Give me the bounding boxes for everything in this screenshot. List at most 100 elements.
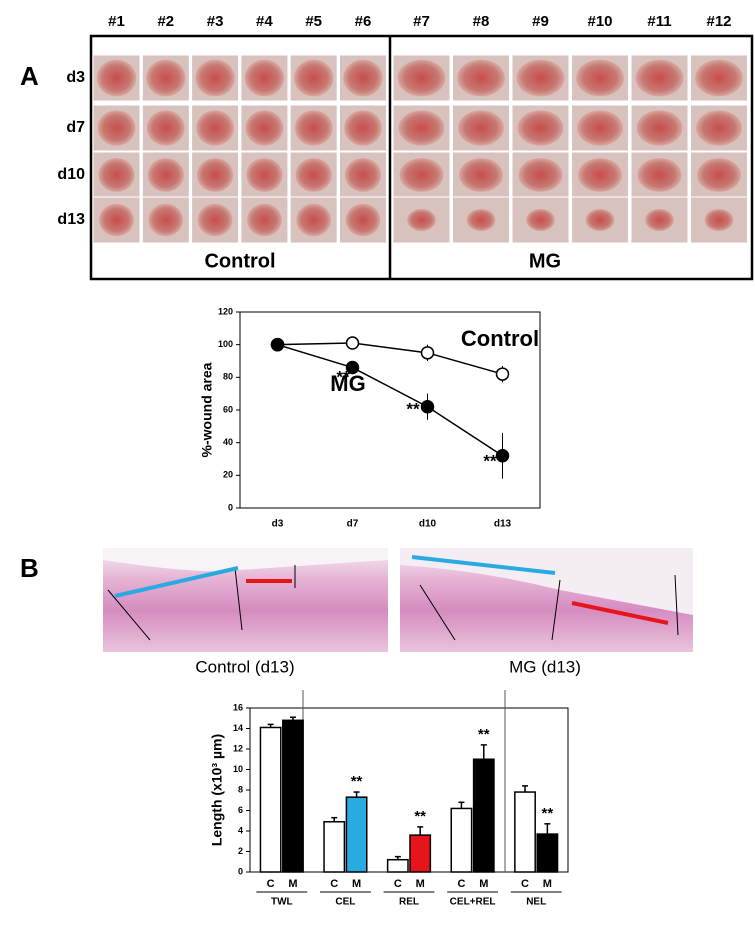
wound bbox=[645, 208, 674, 232]
panel-label: A bbox=[20, 61, 39, 91]
wound bbox=[196, 110, 235, 146]
series-label: M bbox=[416, 878, 425, 890]
y-axis-label: %-wound area bbox=[199, 362, 215, 457]
column-label: #6 bbox=[355, 13, 372, 30]
wound bbox=[96, 59, 137, 97]
wound bbox=[293, 59, 334, 97]
y-tick-label: 12 bbox=[233, 743, 243, 753]
significance: ** bbox=[406, 399, 420, 418]
column-label: #7 bbox=[413, 13, 430, 30]
photo-grid bbox=[92, 54, 748, 244]
y-tick-label: 4 bbox=[238, 825, 243, 835]
marker bbox=[345, 336, 360, 350]
wound bbox=[696, 110, 742, 146]
wound bbox=[147, 158, 184, 192]
x-tick-label: NEL bbox=[526, 897, 546, 908]
marker bbox=[345, 360, 360, 375]
column-label: #1 bbox=[108, 13, 125, 30]
wound bbox=[577, 110, 623, 146]
row-label: d7 bbox=[66, 119, 85, 136]
column-label: #3 bbox=[207, 13, 224, 30]
bar bbox=[259, 726, 282, 873]
wound bbox=[458, 110, 504, 146]
y-tick-label: 8 bbox=[238, 784, 243, 794]
column-label: #4 bbox=[256, 13, 273, 30]
wound bbox=[398, 110, 445, 146]
row-label: d10 bbox=[57, 166, 85, 183]
y-tick-label: 20 bbox=[223, 470, 233, 480]
wound bbox=[295, 158, 332, 192]
series-label: C bbox=[330, 878, 338, 890]
bar bbox=[409, 834, 432, 873]
wound bbox=[458, 158, 504, 192]
wound bbox=[195, 59, 235, 97]
x-tick-label: TWL bbox=[271, 897, 293, 908]
series-label: M bbox=[352, 878, 361, 890]
wound bbox=[516, 59, 565, 97]
wound bbox=[344, 158, 382, 192]
series-label: C bbox=[521, 878, 529, 890]
y-tick-label: 120 bbox=[218, 306, 233, 316]
column-label: #12 bbox=[706, 13, 731, 30]
row-label: d13 bbox=[57, 211, 85, 228]
image-caption: MG (d13) bbox=[509, 657, 581, 676]
bar bbox=[450, 807, 473, 873]
y-tick-label: 0 bbox=[238, 866, 243, 876]
wound bbox=[146, 59, 186, 97]
column-label: #2 bbox=[157, 13, 174, 30]
series-label: C bbox=[457, 878, 465, 890]
series-label: Control bbox=[461, 326, 539, 351]
column-label: #10 bbox=[587, 13, 612, 30]
bar bbox=[282, 719, 304, 873]
wound bbox=[98, 158, 135, 192]
wound bbox=[245, 110, 284, 146]
wound bbox=[696, 158, 742, 192]
y-tick-label: 80 bbox=[223, 372, 233, 382]
significance: ** bbox=[414, 808, 426, 825]
x-tick-label: d10 bbox=[419, 519, 437, 530]
wound bbox=[345, 203, 381, 237]
line bbox=[277, 343, 503, 457]
x-tick-label: REL bbox=[399, 897, 419, 908]
histology-image bbox=[400, 548, 693, 652]
wound bbox=[407, 208, 436, 232]
series-label: M bbox=[479, 878, 488, 890]
wound bbox=[635, 59, 684, 97]
wound bbox=[577, 158, 623, 192]
wound bbox=[399, 158, 444, 192]
plot-frame bbox=[249, 707, 569, 873]
wound bbox=[576, 59, 624, 97]
marker bbox=[420, 399, 435, 414]
y-tick-label: 100 bbox=[218, 339, 233, 349]
panel-label: B bbox=[20, 553, 39, 583]
wound-photo bbox=[452, 196, 510, 244]
group-label: Control bbox=[204, 250, 275, 272]
wound bbox=[344, 110, 382, 146]
bar bbox=[472, 758, 495, 873]
series-label: C bbox=[394, 878, 402, 890]
wound bbox=[518, 158, 563, 192]
marker bbox=[495, 367, 510, 381]
marker bbox=[270, 337, 285, 352]
wound bbox=[397, 59, 446, 97]
y-tick-label: 14 bbox=[233, 723, 243, 733]
y-tick-label: 10 bbox=[233, 764, 243, 774]
group-label: MG bbox=[529, 250, 561, 272]
wound bbox=[247, 203, 282, 237]
wound bbox=[244, 59, 285, 97]
significance: ** bbox=[351, 773, 363, 790]
plot-frame bbox=[239, 311, 541, 509]
y-tick-label: 0 bbox=[228, 502, 233, 512]
bar bbox=[345, 796, 368, 873]
y-tick-label: 60 bbox=[223, 404, 233, 414]
wound bbox=[148, 203, 184, 237]
bar bbox=[323, 821, 346, 873]
x-tick-label: CEL bbox=[335, 897, 355, 908]
histology-image bbox=[103, 548, 388, 652]
wound bbox=[97, 110, 136, 146]
bar bbox=[514, 791, 536, 873]
x-tick-label: d7 bbox=[347, 519, 359, 530]
wound bbox=[197, 203, 233, 237]
